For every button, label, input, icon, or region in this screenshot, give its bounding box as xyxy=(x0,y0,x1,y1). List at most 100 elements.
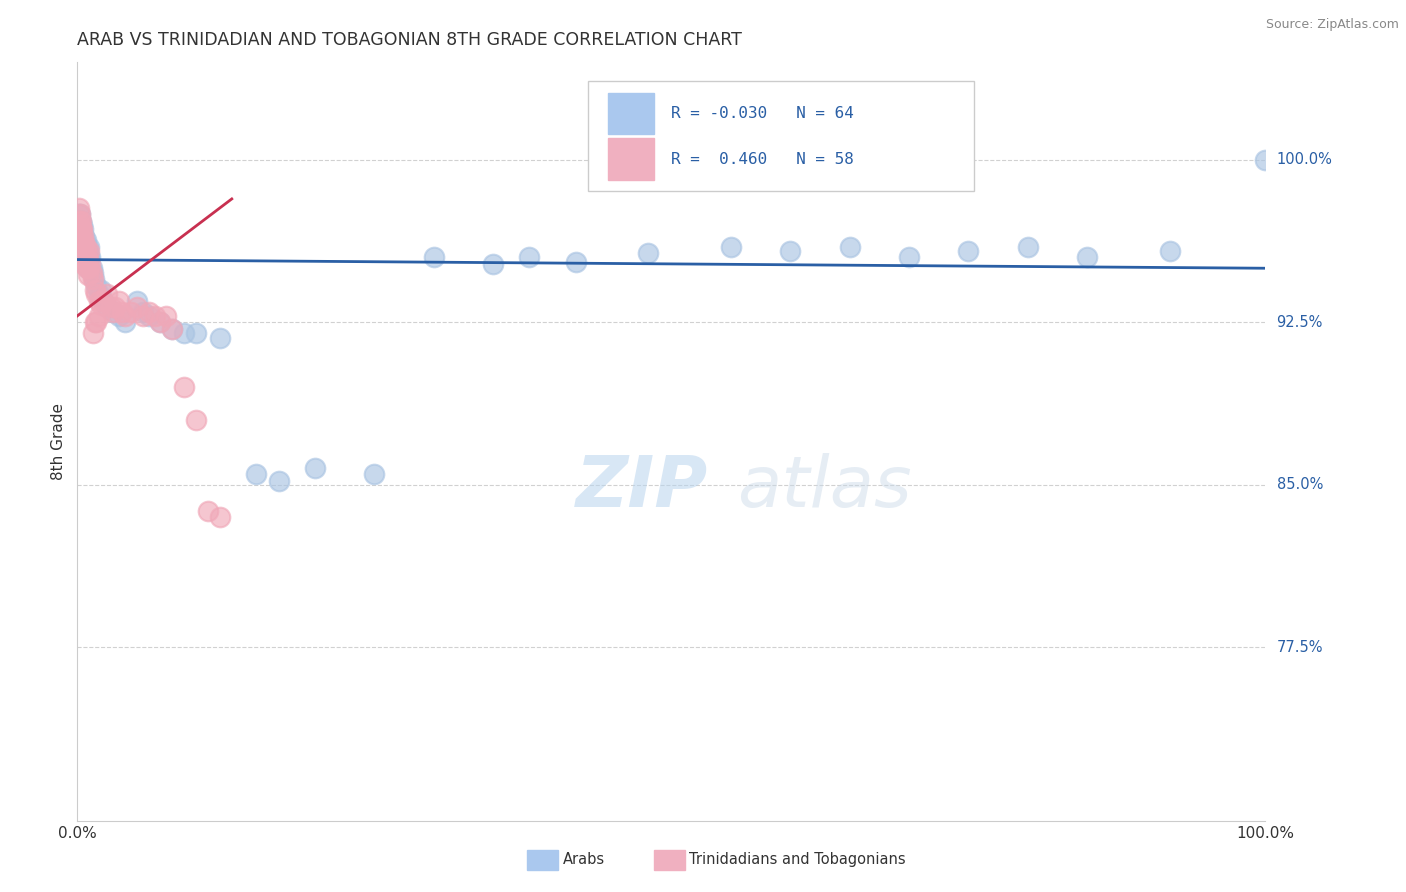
Point xyxy=(73,235,96,250)
Point xyxy=(69,228,91,243)
Point xyxy=(208,330,231,344)
Y-axis label: 8th Grade: 8th Grade xyxy=(51,403,66,480)
Point xyxy=(72,222,94,236)
Point xyxy=(72,257,94,271)
Point xyxy=(155,309,177,323)
Point xyxy=(70,218,93,232)
Point xyxy=(80,261,103,276)
Text: ARAB VS TRINIDADIAN AND TOBAGONIAN 8TH GRADE CORRELATION CHART: ARAB VS TRINIDADIAN AND TOBAGONIAN 8TH G… xyxy=(77,31,742,49)
Point xyxy=(87,293,110,308)
Point xyxy=(73,251,96,265)
Point xyxy=(70,228,93,243)
Point xyxy=(70,244,93,258)
Point xyxy=(269,474,291,488)
Point xyxy=(84,283,107,297)
Point xyxy=(72,228,94,243)
Point xyxy=(75,244,97,258)
Point xyxy=(162,322,184,336)
Point xyxy=(96,287,118,301)
Point xyxy=(1076,251,1098,265)
Point xyxy=(84,315,107,329)
Point xyxy=(77,246,100,260)
Text: 77.5%: 77.5% xyxy=(1277,640,1323,655)
Point xyxy=(76,246,98,260)
Point xyxy=(77,239,100,253)
Point xyxy=(898,251,921,265)
Point xyxy=(82,326,104,341)
Point xyxy=(143,309,166,323)
Point xyxy=(957,244,980,258)
Point xyxy=(77,261,100,276)
Text: ZIP: ZIP xyxy=(576,452,709,522)
Point xyxy=(87,309,110,323)
Point xyxy=(86,278,108,293)
Text: 85.0%: 85.0% xyxy=(1277,477,1323,492)
Point xyxy=(101,304,124,318)
Point xyxy=(363,467,385,481)
Point xyxy=(162,322,184,336)
Point xyxy=(67,222,90,236)
Point xyxy=(82,272,104,286)
Point xyxy=(138,309,160,323)
Point xyxy=(482,257,505,271)
Point xyxy=(72,239,94,253)
Point xyxy=(70,222,93,236)
Bar xyxy=(609,138,654,180)
Point xyxy=(125,300,148,314)
Point xyxy=(93,293,115,308)
Point xyxy=(125,293,148,308)
Point xyxy=(69,207,91,221)
Text: R = -0.030   N = 64: R = -0.030 N = 64 xyxy=(672,106,855,121)
Point xyxy=(173,380,195,394)
Text: 92.5%: 92.5% xyxy=(1277,315,1323,330)
Point xyxy=(77,252,100,267)
Point xyxy=(86,287,108,301)
Point xyxy=(72,251,94,265)
Point xyxy=(108,293,131,308)
Point xyxy=(67,201,90,215)
Point xyxy=(82,266,104,280)
Point xyxy=(565,254,588,268)
Text: Source: ZipAtlas.com: Source: ZipAtlas.com xyxy=(1265,18,1399,31)
Point xyxy=(86,315,108,329)
Text: Arabs: Arabs xyxy=(562,853,605,867)
Point xyxy=(197,504,219,518)
Point xyxy=(70,213,93,227)
Point xyxy=(114,309,136,323)
Point xyxy=(245,467,267,481)
Point xyxy=(304,460,326,475)
Point xyxy=(73,239,96,253)
Point xyxy=(149,315,172,329)
FancyBboxPatch shape xyxy=(588,81,974,191)
Point xyxy=(70,251,93,265)
Point xyxy=(69,218,91,232)
Point xyxy=(101,304,124,318)
Point xyxy=(67,207,90,221)
Point xyxy=(70,239,93,253)
Point xyxy=(138,304,160,318)
Point xyxy=(173,326,195,341)
Point xyxy=(108,309,131,323)
Text: R =  0.460   N = 58: R = 0.460 N = 58 xyxy=(672,152,855,167)
Point xyxy=(69,218,91,232)
Point xyxy=(208,510,231,524)
Point xyxy=(67,228,90,243)
Point xyxy=(720,239,742,253)
Point xyxy=(77,261,100,276)
Point xyxy=(70,222,93,236)
Point xyxy=(70,213,93,227)
Point xyxy=(87,287,110,301)
Point xyxy=(79,251,101,265)
Point xyxy=(75,254,97,268)
Point xyxy=(79,257,101,271)
Point xyxy=(70,251,93,265)
Point xyxy=(77,251,100,265)
Point xyxy=(100,300,122,314)
Point xyxy=(186,413,208,427)
Bar xyxy=(609,93,654,135)
Point xyxy=(637,246,659,260)
Point xyxy=(76,254,98,268)
Point xyxy=(72,233,94,247)
Point xyxy=(93,293,115,308)
Point xyxy=(76,261,98,276)
